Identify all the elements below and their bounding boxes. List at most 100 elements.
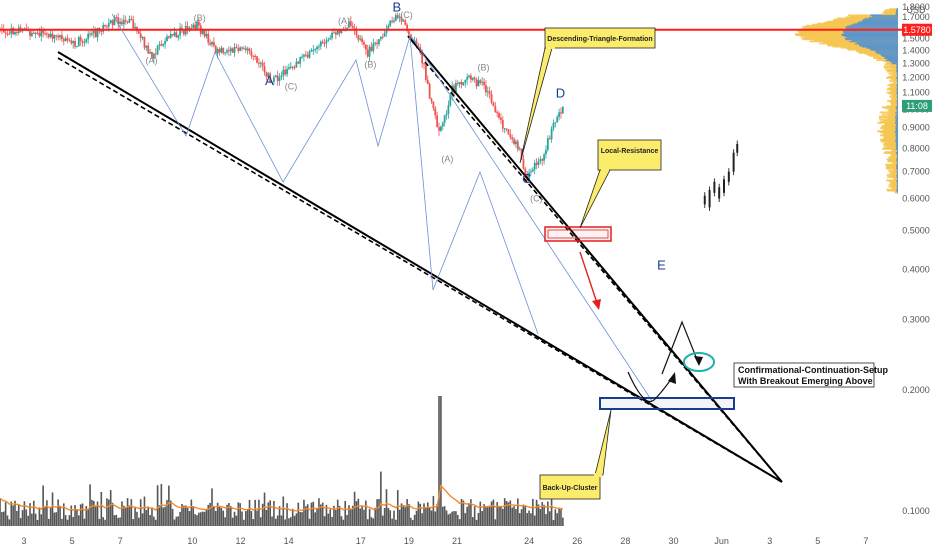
time-tick-label: 7: [863, 536, 868, 546]
price-tick-label: 0.4000: [902, 264, 930, 274]
profile-bar-value: [895, 132, 898, 135]
candle-body: [137, 31, 140, 34]
volume-bar: [532, 498, 534, 526]
volume-bar: [77, 515, 80, 526]
wave-label: (A): [338, 16, 350, 26]
price-tick-label: 1.1000: [902, 88, 930, 98]
candle-body: [318, 46, 320, 48]
candle-body: [301, 56, 303, 58]
volume-bar: [149, 515, 151, 526]
profile-bar-value: [896, 69, 898, 72]
profile-bar-value: [843, 31, 898, 33]
volume-bar: [89, 484, 91, 526]
profile-bar: [891, 98, 898, 101]
candle-body: [447, 105, 450, 114]
candle-body: [250, 51, 253, 56]
volume-bar: [130, 499, 133, 526]
candle-body: [509, 134, 512, 138]
profile-bar-value: [895, 151, 898, 153]
candle-body: [190, 27, 193, 29]
volume-bar: [87, 508, 89, 526]
profile-bar: [883, 133, 898, 136]
candle-body: [363, 42, 365, 45]
candle-body: [201, 30, 204, 34]
projected-candle-body: [713, 181, 716, 193]
candle-body: [83, 42, 86, 44]
profile-bar: [883, 152, 898, 155]
volume-bar: [224, 517, 226, 526]
candle-body: [273, 77, 275, 83]
profile-bar-value: [897, 79, 898, 81]
candle-body: [443, 115, 446, 123]
candle-body: [214, 45, 217, 54]
candle-body: [308, 51, 311, 58]
profile-bar-value: [857, 21, 898, 24]
profile-bar: [888, 169, 898, 172]
profile-bar: [878, 116, 898, 119]
profile-bar-value: [862, 18, 898, 21]
profile-bar-value: [895, 12, 898, 15]
volume-bar: [410, 517, 412, 526]
profile-bar-value: [895, 126, 898, 128]
projected-candle-body: [708, 189, 711, 208]
volume-bar: [91, 499, 93, 526]
profile-bar-value: [896, 95, 898, 98]
profile-bar-value: [896, 141, 898, 144]
profile-bar-value: [896, 98, 898, 101]
countdown-tag: [902, 99, 932, 112]
price-tick-label: 0.1000: [902, 506, 930, 516]
profile-bar-value: [895, 125, 898, 127]
candle-body: [162, 44, 165, 46]
time-tick-label: 7: [118, 536, 123, 546]
volume-bar: [434, 511, 437, 526]
profile-bar: [889, 108, 898, 111]
setup-line2: With Breakout Emerging Above: [738, 376, 873, 386]
volume-bar: [76, 509, 78, 526]
volume-bar: [340, 516, 343, 526]
candle-body: [329, 37, 332, 40]
volume-bar: [530, 513, 532, 526]
volume-bar: [562, 517, 564, 526]
volume-bar: [59, 505, 61, 526]
wave-projection: [410, 35, 653, 402]
projected-candle-body: [736, 143, 739, 153]
volume-bar: [535, 499, 538, 526]
candle-body: [194, 24, 197, 30]
volume-ma-line: [0, 484, 564, 512]
profile-bar-value: [896, 64, 898, 67]
volume-bar: [269, 500, 271, 526]
profile-bar-value: [896, 80, 898, 82]
profile-bar-value: [851, 39, 898, 42]
time-tick-label: 3: [767, 536, 772, 546]
profile-bar: [893, 178, 898, 181]
candle-body: [186, 26, 189, 31]
profile-bar-value: [895, 122, 898, 125]
candle-body: [370, 46, 373, 51]
time-axis[interactable]: 3 5 7 10 12 14 17 19 21 24 26 28 30 Jun 3 5 7: [22, 536, 869, 546]
profile-bar: [886, 77, 898, 79]
volume-bar: [158, 505, 161, 526]
profile-bar: [883, 136, 898, 139]
profile-bar-value: [896, 97, 898, 100]
profile-bar: [886, 167, 898, 170]
candle-body: [34, 32, 37, 34]
volume-bar: [333, 505, 335, 526]
candle-body: [182, 29, 185, 35]
volume-bar: [460, 499, 463, 526]
triangle-upper-line: [407, 35, 783, 483]
volume-bar: [400, 503, 403, 526]
profile-bar-value: [897, 161, 898, 164]
local-resistance-box: [544, 226, 612, 242]
price-tick-label: 0.8000: [902, 143, 930, 153]
profile-bar: [884, 151, 898, 153]
candle-body: [391, 20, 394, 22]
profile-bar: [890, 155, 898, 158]
profile-bar-value: [895, 131, 898, 134]
countdown-label: 11:08: [906, 101, 928, 111]
projected-candle-body: [732, 152, 735, 172]
profile-bar-value: [896, 189, 898, 192]
candle-body: [393, 20, 395, 22]
profile-bar: [884, 144, 898, 147]
profile-bar: [890, 78, 898, 80]
